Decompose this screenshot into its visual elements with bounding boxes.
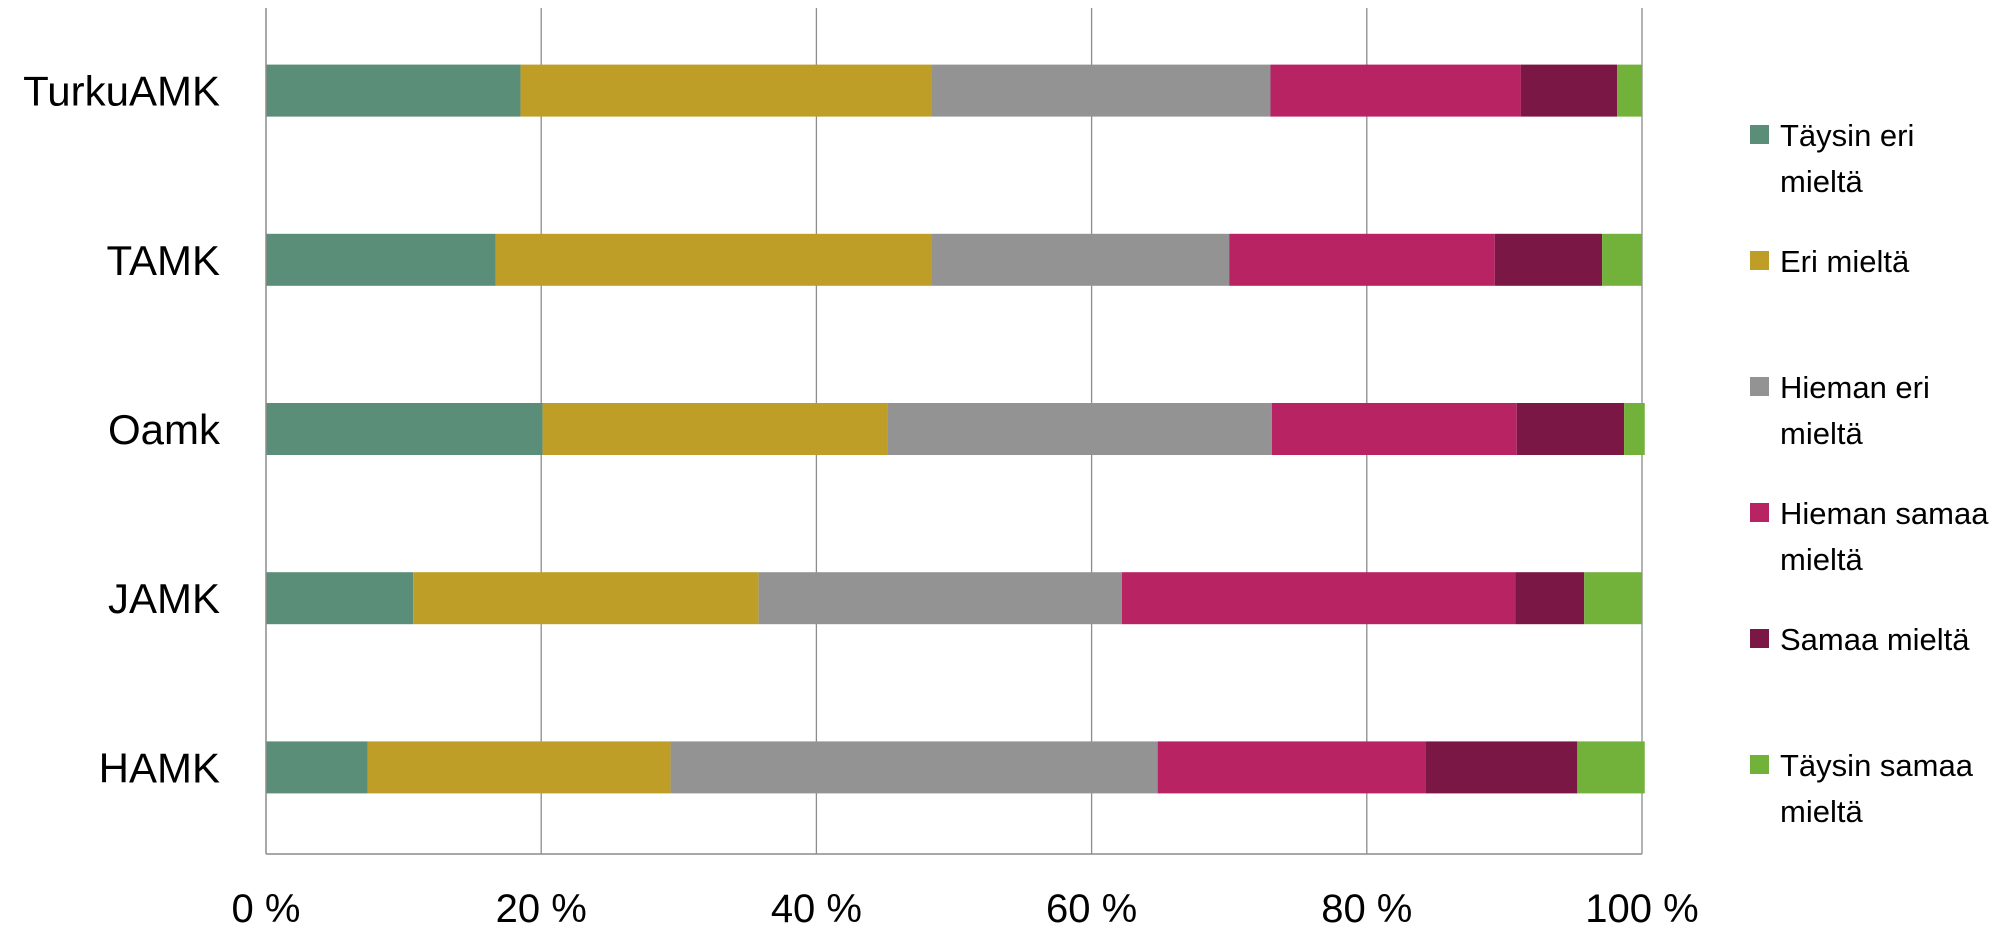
legend-label: Hieman eri mieltä: [1780, 370, 1930, 451]
y-category-label: Oamk: [108, 406, 221, 453]
bar-segment: [1229, 233, 1495, 286]
bar-segment: [413, 572, 759, 625]
legend-swatch: [1750, 125, 1769, 144]
bar-segment: [1602, 233, 1642, 286]
y-category-label: TurkuAMK: [23, 68, 220, 115]
legend-label: Eri mieltä: [1780, 244, 1910, 279]
y-axis-category-labels: TurkuAMK TAMK Oamk JAMK HAMK: [23, 68, 221, 792]
legend-swatch: [1750, 755, 1769, 774]
legend-swatch: [1750, 377, 1769, 396]
bar-segment: [266, 64, 521, 117]
bar-segment: [1520, 64, 1618, 117]
bar-segment: [266, 741, 368, 794]
bar-segment: [931, 64, 1271, 117]
legend-label: Hieman samaa mieltä: [1780, 496, 1989, 577]
x-tick-label: 100 %: [1585, 887, 1698, 931]
bar-segment: [495, 233, 932, 286]
bar-segment: [931, 233, 1230, 286]
x-axis-tick-labels: 0 % 20 % 40 % 60 % 80 % 100 %: [232, 887, 1699, 931]
bar-segment: [1494, 233, 1603, 286]
legend-label: Samaa mieltä: [1780, 622, 1970, 657]
bar-segment: [670, 741, 1158, 794]
bars: [266, 64, 1645, 794]
bar-segment: [1624, 403, 1645, 455]
bar-segment: [1425, 741, 1578, 794]
x-tick-label: 20 %: [496, 887, 587, 931]
bar-segment: [1270, 64, 1521, 117]
bar-segment: [266, 403, 543, 455]
bar-segment: [520, 64, 932, 117]
legend-label: Täysin samaa mieltä: [1780, 748, 1974, 829]
x-tick-label: 80 %: [1321, 887, 1412, 931]
bar-segment: [1617, 64, 1642, 117]
bar-segment: [758, 572, 1122, 625]
x-tick-label: 0 %: [232, 887, 301, 931]
y-category-label: TAMK: [106, 237, 220, 284]
legend-label: Täysin eri mieltä: [1780, 118, 1914, 199]
x-tick-label: 60 %: [1046, 887, 1137, 931]
bar-segment: [1271, 403, 1517, 455]
bar-segment: [266, 572, 414, 625]
bar-segment: [1577, 741, 1645, 794]
legend-swatch: [1750, 251, 1769, 270]
bar-segment: [1515, 572, 1585, 625]
legend-swatch: [1750, 503, 1769, 522]
bar-segment: [1584, 572, 1642, 625]
bar-segment: [542, 403, 888, 455]
x-tick-label: 40 %: [771, 887, 862, 931]
bar-segment: [266, 233, 496, 286]
bar-segment: [1157, 741, 1426, 794]
y-category-label: JAMK: [108, 575, 220, 622]
bar-segment: [1121, 572, 1516, 625]
bar-segment: [887, 403, 1272, 455]
bar-segment: [1516, 403, 1625, 455]
y-category-label: HAMK: [99, 744, 220, 791]
legend: Täysin eri mieltä Eri mieltä Hieman eri miel…: [1750, 118, 1989, 829]
bar-segment: [367, 741, 671, 794]
axes: [265, 8, 1642, 855]
legend-swatch: [1750, 629, 1769, 648]
